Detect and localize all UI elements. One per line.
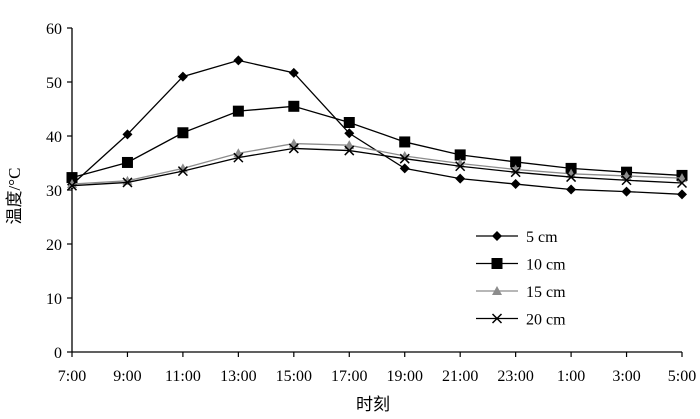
x-tick-label: 11:00 [165,368,201,385]
data-point-20cm [566,172,577,183]
series-20cm [66,143,688,191]
legend-marker-10cm [491,258,503,269]
x-axis-title: 时刻 [356,395,390,414]
data-point-20cm [177,166,188,177]
data-point-20cm [288,143,299,154]
legend-marker-5cm [492,231,502,241]
y-tick-label: 50 [46,75,62,92]
data-point-5cm [677,189,687,200]
x-tick-label: 1:00 [557,368,585,385]
legend-marker-20cm [491,313,503,324]
data-point-20cm [399,153,410,164]
x-tick-label: 19:00 [387,368,423,385]
data-point-5cm [344,128,355,139]
data-point-20cm [233,152,244,163]
data-point-5cm [621,186,632,197]
legend-item-5cm: 5 cm [476,229,558,246]
data-point-5cm [288,67,299,78]
y-tick-label: 0 [54,345,62,362]
data-point-10cm [177,127,189,139]
legend-label: 10 cm [526,257,566,274]
y-tick-label: 30 [46,183,62,200]
data-point-5cm [399,163,410,174]
data-point-10cm [343,117,355,128]
x-tick-label: 5:00 [668,368,696,385]
legend-label: 15 cm [526,284,566,301]
data-point-10cm [288,100,300,112]
y-tick-label: 10 [46,291,62,308]
data-point-5cm [510,179,521,190]
data-point-20cm [122,177,133,188]
data-point-10cm [454,149,466,161]
data-point-5cm [566,184,577,195]
data-point-5cm [122,129,133,140]
series-10cm [66,100,688,184]
data-point-20cm [344,145,355,156]
data-point-5cm [233,55,244,66]
data-point-20cm [510,167,521,178]
y-tick-label: 40 [46,129,62,146]
data-point-10cm [66,172,78,184]
x-tick-label: 13:00 [220,368,256,385]
y-tick-label: 60 [46,21,62,38]
x-axis-ticks: 7:00 9:00 11:00 13:00 15:00 17:00 19:00 21:00 23… [58,352,696,385]
y-axis-ticks: 0 10 20 30 40 50 60 [46,21,72,362]
legend-label: 20 cm [526,312,566,329]
data-point-15cm [510,164,521,174]
x-tick-label: 9:00 [113,368,141,385]
y-tick-label: 20 [46,237,62,254]
data-point-15cm [344,140,355,150]
series-15cm [67,138,687,189]
data-point-10cm [510,156,522,168]
y-axis-title: 温度/°C [5,168,24,225]
data-point-10cm [565,162,577,174]
data-point-5cm [177,71,188,82]
series-line-20cm [71,147,683,187]
data-point-5cm [455,173,466,184]
legend: 5 cm 10 cm 15 cm 20 cm [476,229,566,329]
x-tick-label: 21:00 [442,368,478,385]
legend-item-10cm: 10 cm [476,257,566,274]
legend-marker-15cm [492,286,502,295]
data-point-20cm [455,161,466,172]
x-tick-label: 17:00 [331,368,367,385]
x-tick-label: 3:00 [612,368,640,385]
data-point-20cm [66,180,78,191]
data-point-10cm [232,105,244,117]
legend-label: 5 cm [526,229,558,246]
data-point-10cm [121,156,133,168]
series-line-10cm [71,105,683,179]
series-layer [66,55,688,200]
legend-item-15cm: 15 cm [476,284,566,301]
data-point-20cm [621,175,632,186]
x-tick-label: 15:00 [276,368,312,385]
series-line-15cm [71,142,683,185]
x-tick-label: 7:00 [58,368,86,385]
x-tick-label: 23:00 [497,368,533,385]
legend-item-20cm: 20 cm [476,312,566,329]
data-point-10cm [399,136,411,148]
data-point-20cm [676,177,688,189]
